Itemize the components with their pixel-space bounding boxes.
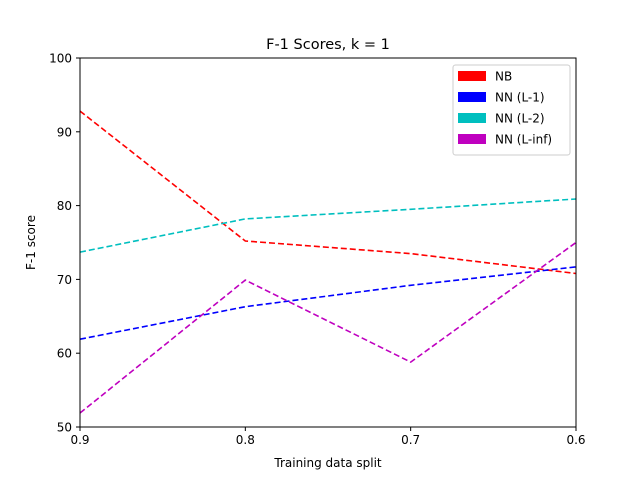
legend: NB NN (L-1) NN (L-2) NN (L-inf): [452, 64, 571, 156]
y-tick-label: 60: [57, 347, 72, 361]
legend-frame: [452, 64, 571, 156]
x-tick-label: 0.8: [236, 433, 255, 447]
plot-frame: [79, 57, 577, 428]
y-tick-label: 100: [49, 52, 72, 66]
y-tick-label: 80: [57, 199, 72, 213]
y-axis-label: F-1 score: [24, 215, 38, 270]
series-group: [79, 110, 577, 414]
legend-swatch: [458, 134, 486, 144]
legend-label: NN (L-2): [495, 112, 545, 126]
legend-swatch: [458, 92, 486, 102]
x-tick-label: 0.7: [401, 433, 420, 447]
x-tick-label: 0.9: [70, 433, 89, 447]
x-axis-label: Training data split: [273, 456, 382, 470]
legend-swatch: [458, 71, 486, 81]
y-tick-label: 50: [57, 421, 72, 435]
chart-title: F-1 Scores, k = 1: [266, 37, 390, 53]
x-tick-label: 0.6: [566, 433, 585, 447]
y-tick-label: 70: [57, 273, 72, 287]
legend-label: NB: [495, 70, 512, 84]
series-line-2: [79, 198, 577, 253]
legend-label: NN (L-inf): [495, 133, 552, 147]
series-line-0: [79, 110, 577, 275]
series-line-3: [79, 241, 577, 414]
legend-swatch: [458, 113, 486, 123]
y-tick-label: 90: [57, 125, 72, 139]
series-line-1: [79, 266, 577, 340]
legend-label: NN (L-1): [495, 91, 545, 105]
axis-ticks: 0.9 0.8 0.7 0.6 50 60 70 80 90 100: [49, 52, 585, 448]
